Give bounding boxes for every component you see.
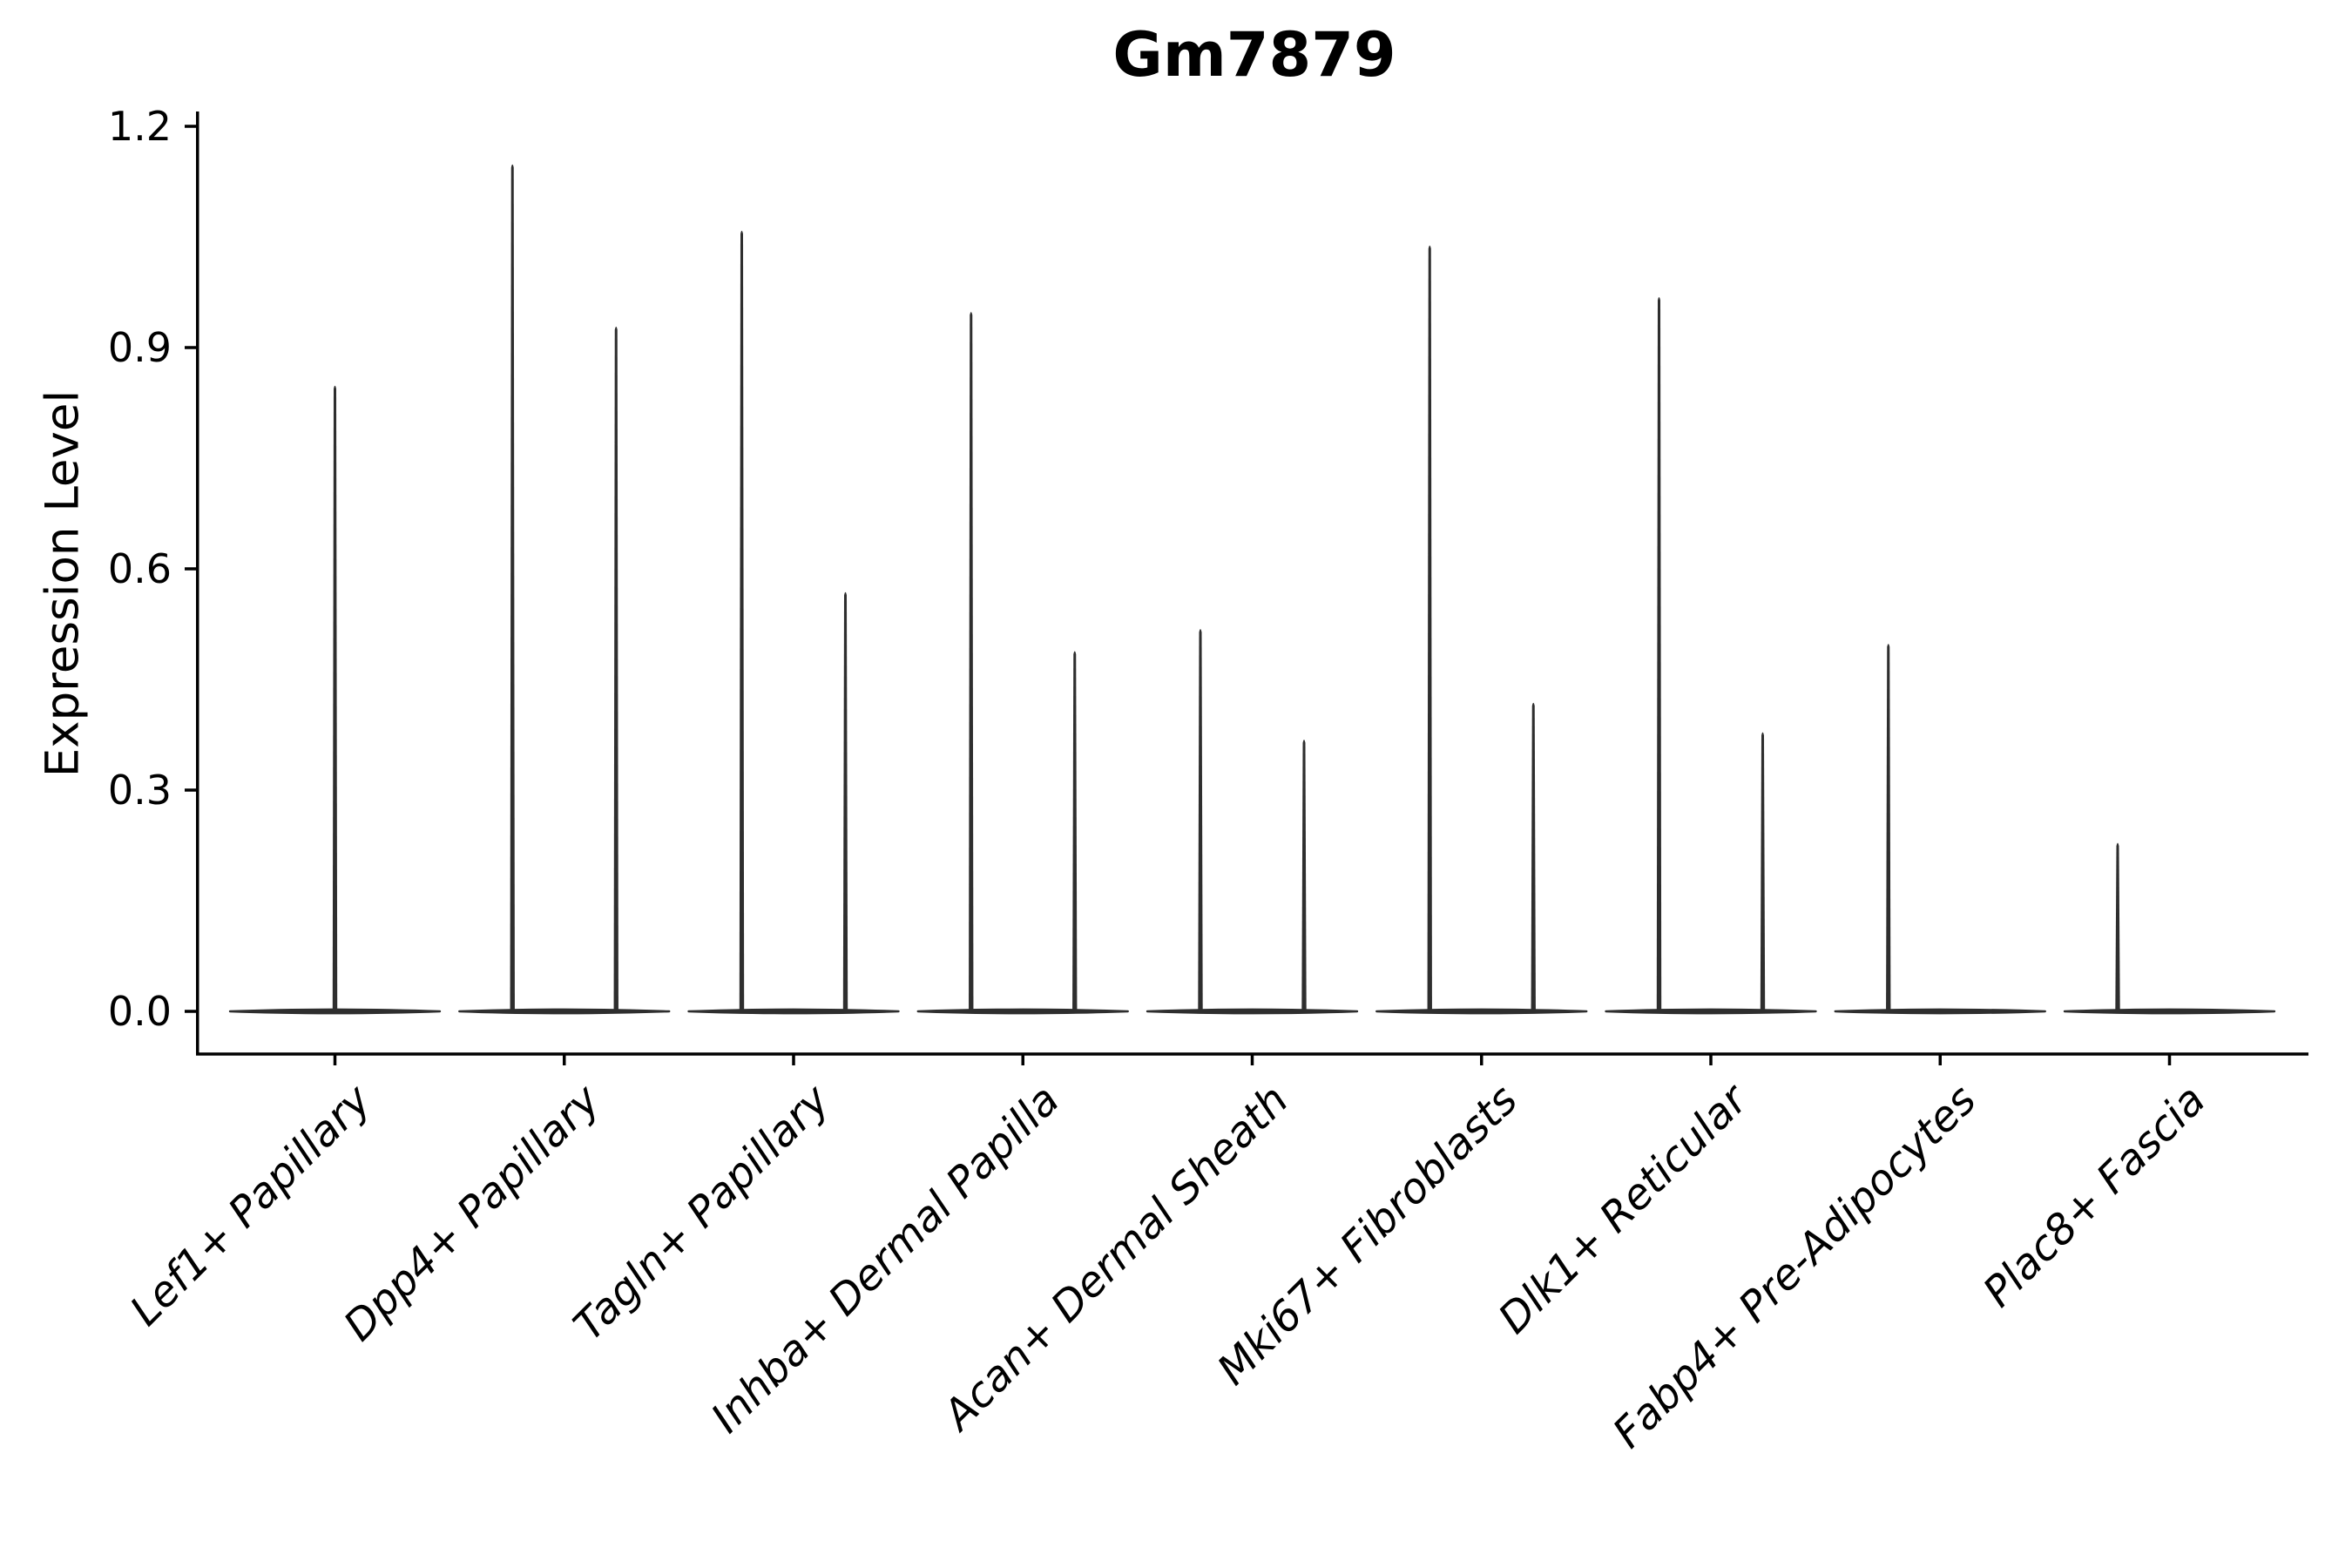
x-tick-mark (2167, 1054, 2172, 1065)
violin-base (1146, 1008, 1359, 1015)
violin-spike (510, 164, 515, 1012)
violin-base (687, 1008, 900, 1015)
violin-spike (1656, 297, 1662, 1011)
y-tick-mark (185, 1010, 196, 1013)
violin-base (2063, 1008, 2276, 1015)
violin-spike (1886, 644, 1891, 1011)
x-tick-mark (1709, 1054, 1713, 1065)
x-tick-mark (1938, 1054, 1942, 1065)
y-tick-label: 0.6 (107, 545, 172, 592)
violin-spike (1427, 245, 1432, 1011)
violin-spike (1072, 651, 1078, 1011)
y-tick-label: 1.2 (107, 102, 172, 150)
x-tick-mark (563, 1054, 566, 1065)
violin-spike (969, 312, 974, 1011)
violin-base (1375, 1008, 1588, 1015)
violin-spike (1198, 629, 1203, 1011)
x-tick-mark (333, 1054, 337, 1065)
violin-spike (739, 230, 745, 1011)
violin-spike (2115, 842, 2120, 1011)
y-tick-label: 0.0 (107, 988, 172, 1035)
y-tick-mark (185, 346, 196, 349)
violin-base (916, 1008, 1129, 1015)
violin-spike (332, 385, 338, 1012)
plot-title: Gm7879 (1112, 19, 1396, 91)
y-tick-mark (185, 788, 196, 792)
violin-spike (1531, 702, 1536, 1011)
violin-spike (613, 326, 618, 1011)
violin-spike (842, 591, 848, 1011)
y-tick-label: 0.3 (107, 767, 172, 814)
violin-base (458, 1008, 671, 1015)
violin-spike (1301, 740, 1307, 1011)
y-axis-spine (196, 112, 199, 1054)
violin-spike (1760, 732, 1766, 1011)
x-tick-mark (792, 1054, 795, 1065)
x-tick-mark (1480, 1054, 1484, 1065)
violin-base (1605, 1008, 1817, 1015)
violin-base (1834, 1008, 2046, 1015)
x-tick-mark (1250, 1054, 1254, 1065)
y-tick-label: 0.9 (107, 323, 172, 371)
y-tick-mark (185, 125, 196, 128)
y-tick-mark (185, 567, 196, 571)
x-tick-mark (1021, 1054, 1024, 1065)
